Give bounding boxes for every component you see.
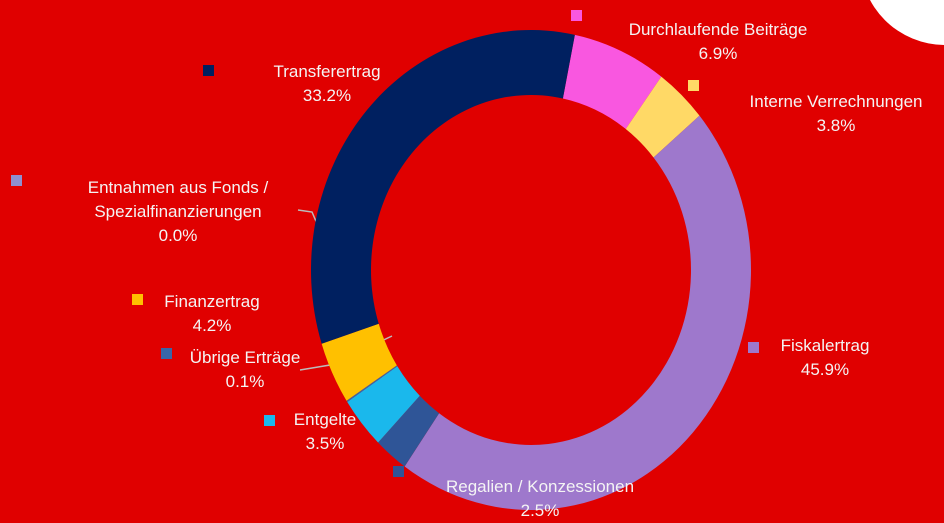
segment-label: Regalien / Konzessionen 2.5%: [446, 475, 634, 523]
value-label: 45.9%: [800, 360, 850, 379]
value-label: 6.9%: [698, 44, 738, 63]
category-label: Regalien / Konzessionen: [445, 477, 635, 496]
donut-segment: [625, 76, 700, 158]
legend-swatch: [203, 65, 214, 76]
segment-label: Finanzertrag 4.2%: [164, 290, 259, 338]
value-label: 3.5%: [305, 434, 345, 453]
segment-label: Fiskalertrag 45.9%: [781, 334, 870, 382]
category-label: Transferertrag: [273, 62, 381, 81]
donut-segment: [347, 366, 420, 443]
donut-segment: [562, 34, 662, 129]
legend-swatch: [132, 294, 143, 305]
legend-swatch: [688, 80, 699, 91]
legend-swatch: [264, 415, 275, 426]
legend-swatch: [11, 175, 22, 186]
donut-segment: [378, 395, 440, 467]
category-label: Durchlaufende Beiträge: [628, 20, 808, 39]
value-label: 2.5%: [520, 501, 560, 520]
value-label: 33.2%: [302, 86, 352, 105]
legend-swatch: [571, 10, 582, 21]
category-label: Entnahmen aus Fonds / Spezialfinanzierun…: [87, 178, 269, 221]
category-label: Finanzertrag: [164, 292, 260, 311]
category-label: Interne Verrechnungen: [749, 92, 923, 111]
segment-label: Durchlaufende Beiträge 6.9%: [629, 18, 808, 66]
donut-segment: [321, 323, 397, 401]
value-label: 3.8%: [816, 116, 856, 135]
value-label: 0.0%: [158, 226, 198, 245]
category-label: Entgelte: [293, 410, 357, 429]
legend-swatch: [748, 342, 759, 353]
value-label: 0.1%: [225, 372, 265, 391]
segment-label: Übrige Erträge 0.1%: [190, 346, 301, 394]
segment-label: Transferertrag 33.2%: [273, 60, 380, 108]
legend-swatch: [393, 466, 404, 477]
donut-segment: [346, 365, 398, 402]
category-label: Übrige Erträge: [189, 348, 301, 367]
segment-label: Interne Verrechnungen 3.8%: [750, 90, 923, 138]
legend-swatch: [161, 348, 172, 359]
decor-circle: [870, 0, 944, 45]
category-label: Fiskalertrag: [780, 336, 870, 355]
segment-label: Entgelte 3.5%: [294, 408, 356, 456]
value-label: 4.2%: [192, 316, 232, 335]
segment-label: Entnahmen aus Fonds / Spezialfinanzierun…: [53, 176, 303, 248]
donut-segment: [311, 29, 575, 344]
donut-segment: [404, 115, 751, 510]
